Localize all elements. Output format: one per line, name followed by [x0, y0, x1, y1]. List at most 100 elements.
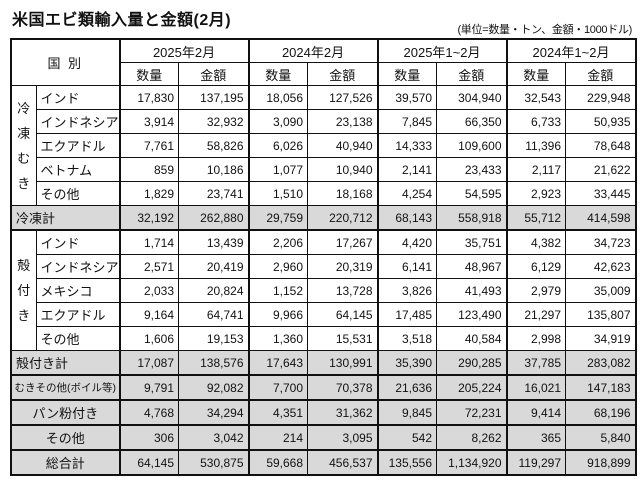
amount-cell: 50,935	[565, 109, 637, 134]
quantity-cell: 2,960	[248, 254, 309, 279]
table-body: 冷凍むきインド 17,830 137,195 18,056 127,526 39,570 3…	[10, 85, 637, 476]
amount-cell: 13,439	[178, 229, 250, 255]
quantity-header: 数量	[377, 62, 438, 86]
quantity-header: 数量	[506, 62, 567, 86]
amount-cell: 456,537	[307, 449, 379, 476]
table-row: メキシコ 2,033 20,824 1,152 13,728 3,826 41,493 2,9…	[11, 278, 637, 303]
measure-header-row: 数量 金額 数量 金額 数量 金額 数量 金額	[11, 62, 637, 86]
amount-cell: 15,531	[307, 326, 379, 351]
quantity-cell: 4,351	[248, 399, 309, 426]
amount-cell: 58,826	[178, 133, 250, 158]
quantity-cell: 7,761	[119, 133, 180, 158]
amount-cell: 137,195	[178, 85, 250, 110]
quantity-cell: 17,643	[248, 350, 309, 376]
amount-cell: 34,723	[565, 229, 637, 255]
quantity-cell: 21,297	[506, 302, 567, 327]
subtotal-row: 殻付き計 17,087 138,576 17,643 130,991 35,390 290,…	[10, 350, 637, 376]
amount-cell: 130,991	[307, 350, 379, 376]
quantity-cell: 9,414	[506, 399, 567, 426]
amount-cell: 5,840	[565, 424, 637, 451]
amount-cell: 54,595	[436, 181, 508, 206]
amount-cell: 414,598	[565, 205, 637, 231]
quantity-cell: 214	[248, 424, 309, 451]
quantity-cell: 2,923	[506, 181, 567, 206]
quantity-cell: 21,636	[377, 374, 438, 401]
amount-cell: 34,294	[178, 399, 250, 426]
period-header-2025-01-02: 2025年1~2月	[377, 38, 508, 63]
quantity-cell: 9,845	[377, 399, 438, 426]
amount-cell: 32,932	[178, 109, 250, 134]
country-cell: ベトナム	[35, 157, 121, 182]
quantity-cell: 2,571	[119, 254, 180, 279]
amount-cell: 35,009	[565, 278, 637, 303]
quantity-cell: 64,145	[119, 449, 180, 476]
summary-label: パン粉付き	[10, 399, 121, 426]
quantity-cell: 2,998	[506, 326, 567, 351]
amount-cell: 20,419	[178, 254, 250, 279]
quantity-cell: 4,420	[377, 229, 438, 255]
quantity-cell: 7,845	[377, 109, 438, 134]
quantity-cell: 18,056	[248, 85, 309, 110]
amount-cell: 20,824	[178, 278, 250, 303]
amount-cell: 135,807	[565, 302, 637, 327]
quantity-cell: 14,333	[377, 133, 438, 158]
table-row: インドネシア 2,571 20,419 2,960 20,319 6,141 48,967 6…	[11, 254, 637, 279]
amount-cell: 8,262	[436, 424, 508, 451]
quantity-cell: 365	[506, 424, 567, 451]
amount-cell: 123,490	[436, 302, 508, 327]
quantity-cell: 1,360	[248, 326, 309, 351]
quantity-cell: 29,759	[248, 205, 309, 231]
quantity-cell: 6,026	[248, 133, 309, 158]
quantity-cell: 306	[119, 424, 180, 451]
subtotal-label: 殻付き計	[10, 350, 121, 376]
table-row: その他 1,829 23,741 1,510 18,168 4,254 54,595 2,92…	[11, 181, 637, 206]
country-cell: その他	[35, 181, 121, 206]
amount-header: 金額	[307, 62, 379, 86]
amount-cell: 530,875	[178, 449, 250, 476]
country-cell: インドネシア	[35, 109, 121, 134]
group-label: 冷凍むき	[10, 85, 37, 206]
quantity-cell: 35,390	[377, 350, 438, 376]
quantity-cell: 2,117	[506, 157, 567, 182]
quantity-cell: 55,712	[506, 205, 567, 231]
country-column-header: 国 別	[10, 38, 121, 86]
period-header-2025-02: 2025年2月	[119, 38, 250, 63]
amount-cell: 64,741	[178, 302, 250, 327]
quantity-cell: 1,077	[248, 157, 309, 182]
quantity-cell: 1,510	[248, 181, 309, 206]
quantity-header: 数量	[119, 62, 180, 86]
amount-cell: 64,145	[307, 302, 379, 327]
quantity-cell: 1,714	[119, 229, 180, 255]
unit-note: (単位=数量・トン、金額・1000ドル)	[457, 24, 632, 36]
amount-cell: 205,224	[436, 374, 508, 401]
amount-cell: 35,751	[436, 229, 508, 255]
amount-cell: 290,285	[436, 350, 508, 376]
quantity-cell: 4,382	[506, 229, 567, 255]
quantity-cell: 119,297	[506, 449, 567, 476]
summary-row: パン粉付き 4,768 34,294 4,351 31,362 9,845 72,231 9,…	[10, 399, 637, 426]
amount-cell: 31,362	[307, 399, 379, 426]
amount-cell: 19,153	[178, 326, 250, 351]
quantity-cell: 16,021	[506, 374, 567, 401]
amount-cell: 18,168	[307, 181, 379, 206]
period-header-2024-01-02: 2024年1~2月	[506, 38, 637, 63]
amount-cell: 304,940	[436, 85, 508, 110]
quantity-cell: 3,826	[377, 278, 438, 303]
amount-cell: 10,186	[178, 157, 250, 182]
summary-label: その他	[10, 424, 121, 451]
amount-cell: 13,728	[307, 278, 379, 303]
amount-cell: 147,183	[565, 374, 637, 401]
country-cell: インドネシア	[35, 254, 121, 279]
amount-cell: 34,919	[565, 326, 637, 351]
table-row: ベトナム 859 10,186 1,077 10,940 2,141 23,433 2,117…	[11, 157, 637, 182]
amount-cell: 70,378	[307, 374, 379, 401]
quantity-cell: 2,206	[248, 229, 309, 255]
amount-cell: 283,082	[565, 350, 637, 376]
quantity-cell: 68,143	[377, 205, 438, 231]
page-title: 米国エビ類輸入量と金額(2月)	[12, 12, 232, 29]
amount-header: 金額	[565, 62, 637, 86]
table-row: エクアドル 9,164 64,741 9,966 64,145 17,485 123,490…	[11, 302, 637, 327]
quantity-cell: 17,485	[377, 302, 438, 327]
group-label: 殻付き	[10, 229, 37, 351]
quantity-cell: 7,700	[248, 374, 309, 401]
